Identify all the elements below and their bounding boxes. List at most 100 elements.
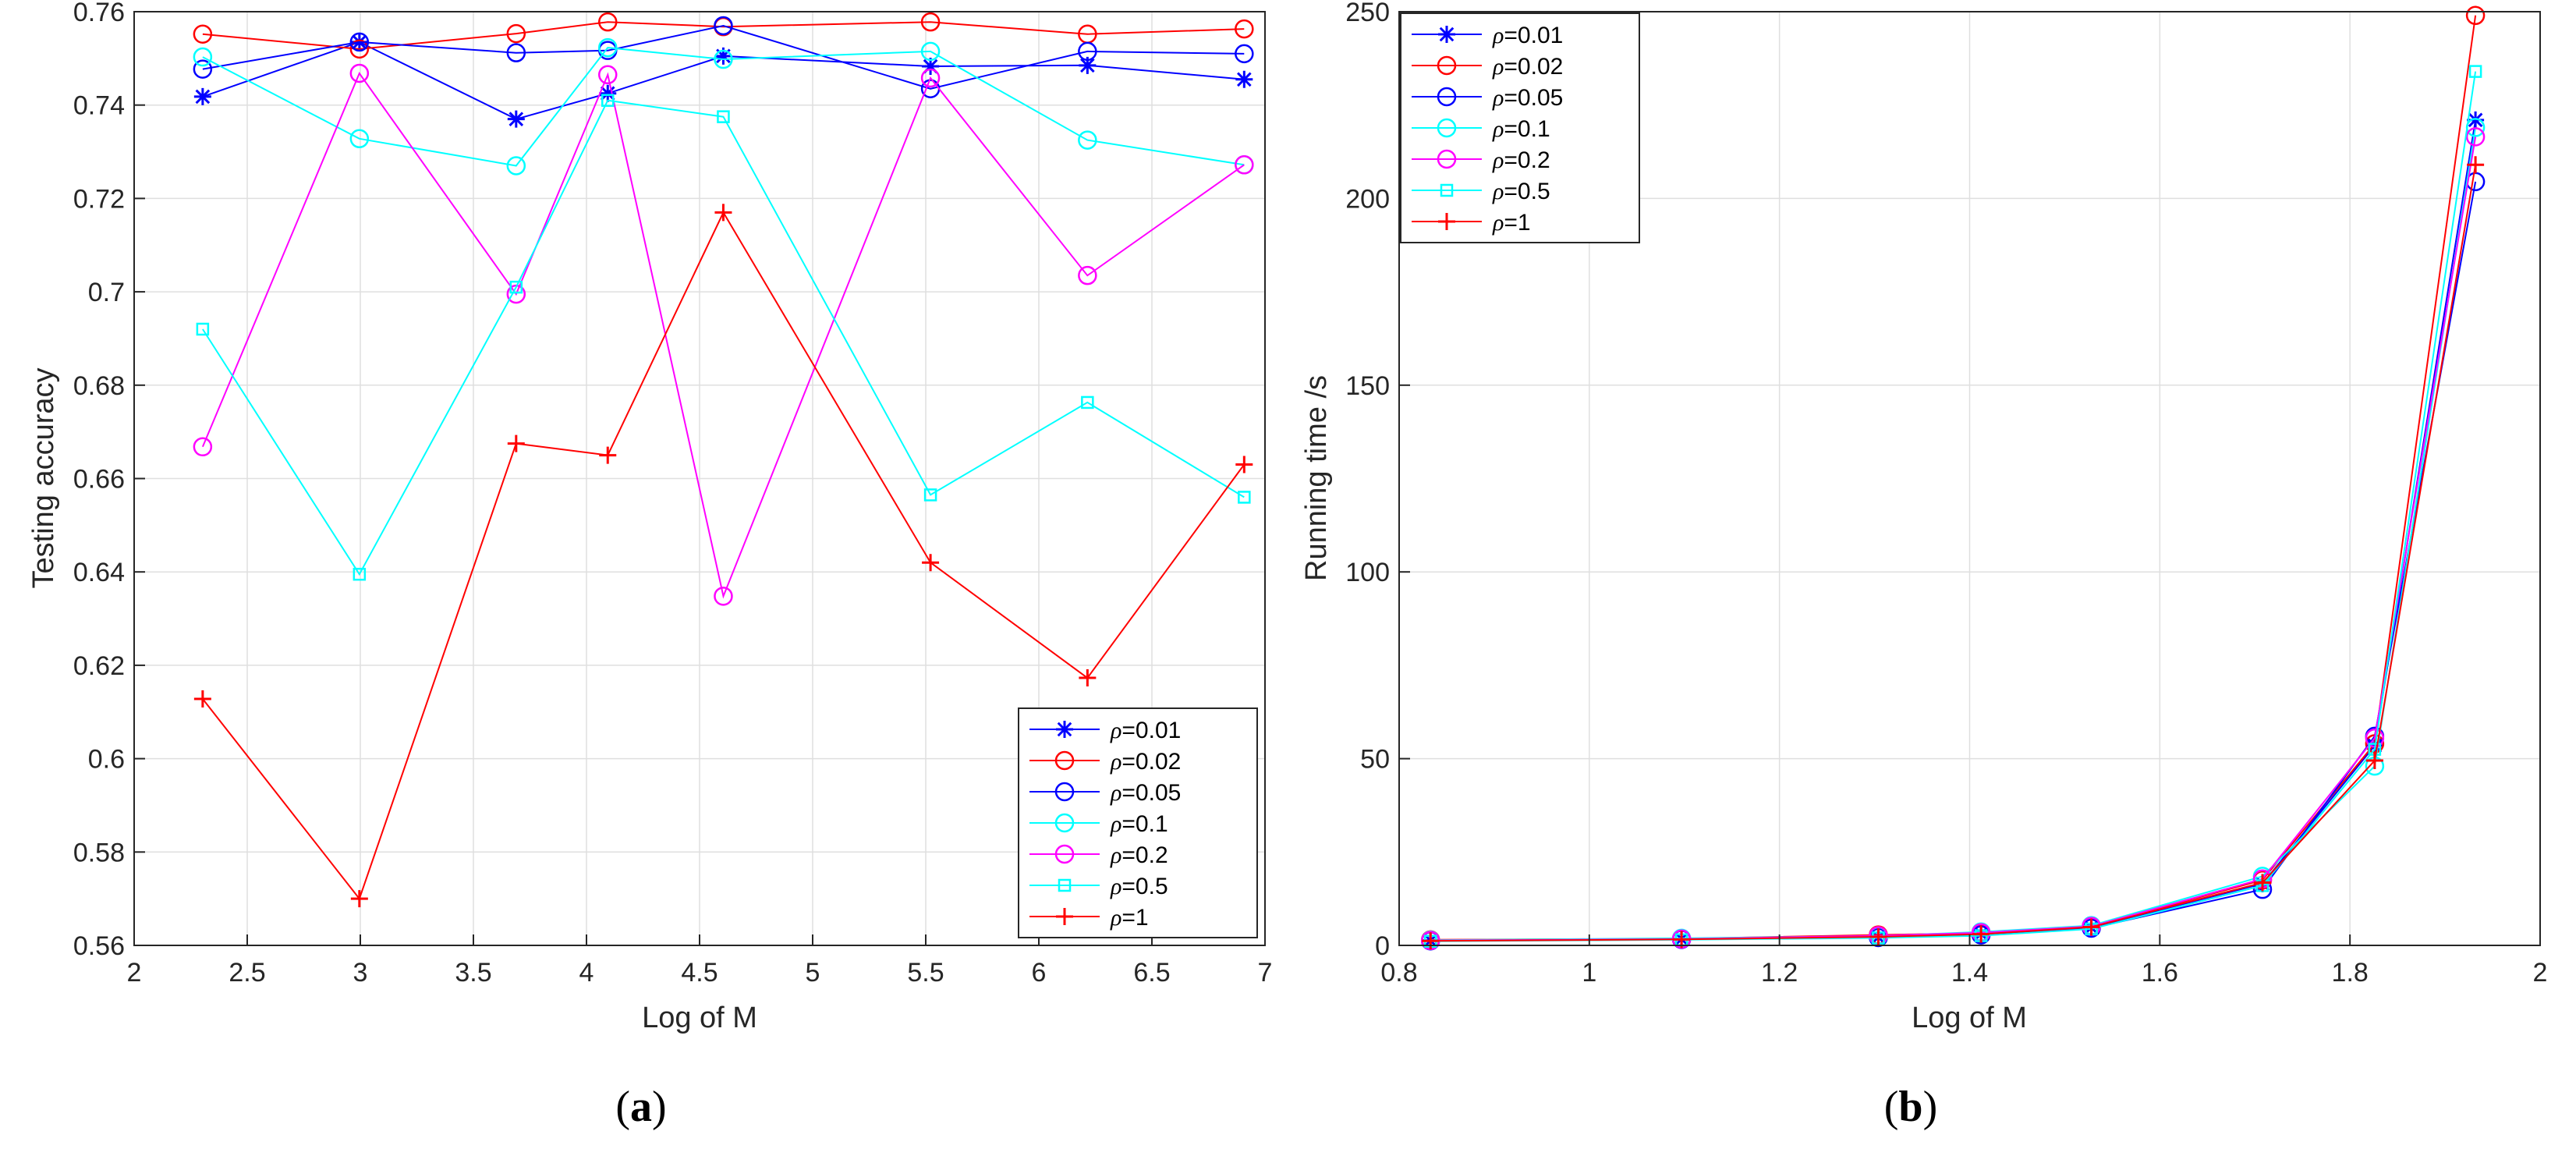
runtime-y-tick-label: 150: [1345, 371, 1390, 401]
accuracy-x-tick-label: 3.5: [455, 958, 491, 988]
accuracy-data-point: [1079, 56, 1097, 74]
accuracy-data-point: [598, 12, 618, 32]
runtime-data-point: [2082, 918, 2100, 936]
runtime-ticks: 0.8 1 1.2 1.4 1.6 1.8 2 0 50 100 150 200 250: [1345, 0, 2547, 988]
accuracy-data-point: [599, 84, 617, 102]
accuracy-data-point: [714, 47, 732, 65]
accuracy-y-tick-label: 0.62: [73, 651, 125, 681]
accuracy-data-point: [717, 110, 730, 123]
runtime-legend-item: ρ=0.2: [1412, 147, 1550, 173]
accuracy-data-point: [1235, 70, 1253, 88]
runtime-legend-label: ρ=0.05: [1492, 85, 1563, 111]
runtime-data-point: [2467, 156, 2485, 174]
accuracy-data-point: [1235, 44, 1254, 64]
runtime-y-tick-label: 100: [1345, 558, 1390, 587]
accuracy-y-tick-label: 0.66: [73, 465, 125, 495]
accuracy-data-point: [598, 37, 618, 58]
accuracy-data-point: [1078, 265, 1097, 285]
runtime-x-tick-label: 0.8: [1380, 958, 1417, 988]
accuracy-data-point: [193, 47, 213, 67]
accuracy-legend-item: ρ=0.2: [1029, 842, 1168, 868]
accuracy-data-point: [1078, 130, 1097, 150]
accuracy-chart: 2 2.5 3 3.5 4 4.5 5 5.5 6 6.5 7 0.56 0.58 0.6 0.62 0.64…: [27, 0, 1272, 1131]
accuracy-data-point: [193, 87, 211, 105]
accuracy-legend-item: ρ=0.01: [1029, 718, 1181, 743]
accuracy-x-tick-label: 7: [1258, 958, 1273, 988]
accuracy-legend-item: ρ=0.1: [1029, 811, 1168, 837]
panel-label-a: (a): [615, 1083, 666, 1131]
accuracy-data-point: [349, 129, 370, 149]
runtime-legend: ρ=0.01 ρ=0.02 ρ=0.05 ρ=0.1 ρ=0.2 ρ=0.5 ρ=1: [1400, 12, 1640, 243]
runtime-legend-marker: [1437, 118, 1457, 138]
accuracy-data-point: [509, 280, 523, 294]
runtime-data-point: [1422, 932, 1440, 950]
runtime-legend-label: ρ=0.1: [1492, 116, 1550, 142]
accuracy-data-point: [193, 59, 213, 79]
accuracy-data-point: [507, 434, 525, 452]
accuracy-x-axis-label: Log of M: [642, 1002, 757, 1034]
runtime-y-tick-label: 250: [1345, 0, 1390, 27]
accuracy-data-point: [506, 23, 526, 44]
accuracy-y-tick-label: 0.7: [88, 278, 125, 307]
accuracy-x-tick-label: 6.5: [1133, 958, 1170, 988]
accuracy-y-tick-label: 0.58: [73, 838, 125, 867]
accuracy-series-line: [202, 211, 1245, 901]
accuracy-data-point: [599, 446, 617, 464]
runtime-x-tick-label: 1.2: [1761, 958, 1798, 988]
accuracy-legend-item: ρ=0.02: [1029, 749, 1181, 775]
accuracy-data-point: [506, 156, 526, 176]
runtime-data-point: [2465, 127, 2486, 147]
runtime-legend-marker: [1440, 183, 1454, 197]
accuracy-data-point: [1238, 491, 1251, 504]
accuracy-data-point: [922, 554, 940, 572]
runtime-x-tick-label: 1: [1582, 958, 1596, 988]
panel-label-b: (b): [1884, 1083, 1937, 1131]
accuracy-legend-box: [1018, 707, 1258, 938]
accuracy-ticks: 2 2.5 3 3.5 4 4.5 5 5.5 6 6.5 7 0.56 0.58 0.6 0.62 0.64…: [73, 0, 1273, 988]
accuracy-y-tick-label: 0.68: [73, 371, 125, 401]
runtime-legend-item: ρ=1: [1412, 210, 1531, 236]
accuracy-legend-item: ρ=0.05: [1029, 780, 1181, 806]
runtime-legend-item: ρ=0.5: [1412, 179, 1550, 204]
runtime-data-point: [2465, 5, 2486, 26]
runtime-legend-label: ρ=0.01: [1492, 23, 1563, 48]
accuracy-x-tick-label: 2.5: [229, 958, 265, 988]
accuracy-y-tick-label: 0.74: [73, 91, 125, 121]
runtime-y-tick-label: 200: [1345, 184, 1390, 214]
runtime-legend-item: ρ=0.02: [1412, 54, 1563, 80]
accuracy-data-point: [1235, 155, 1254, 175]
runtime-series: [1420, 5, 2486, 951]
runtime-chart: 0.8 1 1.2 1.4 1.6 1.8 2 0 50 100 150 200 250 Log of …: [1300, 0, 2547, 1131]
runtime-data-point: [2467, 111, 2485, 129]
accuracy-x-tick-label: 2: [127, 958, 142, 988]
accuracy-x-tick-label: 5: [806, 958, 820, 988]
accuracy-data-point: [193, 24, 213, 44]
accuracy-data-point: [1078, 41, 1097, 62]
runtime-legend-label: ρ=0.02: [1492, 54, 1563, 80]
runtime-legend-marker: [1437, 55, 1457, 76]
accuracy-legend-label: ρ=0.1: [1110, 811, 1168, 837]
accuracy-data-point: [714, 587, 733, 606]
accuracy-legend-marker: [1054, 782, 1075, 802]
runtime-data-point: [2365, 751, 2383, 769]
accuracy-data-point: [349, 39, 370, 59]
runtime-data-point: [2254, 874, 2271, 892]
accuracy-x-tick-label: 4: [579, 958, 594, 988]
accuracy-data-point: [1081, 395, 1094, 410]
accuracy-data-point: [506, 43, 526, 62]
accuracy-series-line: [202, 99, 1245, 576]
runtime-legend-item: ρ=0.1: [1412, 116, 1550, 142]
runtime-series-line: [1430, 165, 2477, 942]
accuracy-y-axis-label: Testing accuracy: [27, 367, 60, 588]
accuracy-legend-label: ρ=0.2: [1110, 842, 1168, 868]
accuracy-legend-item: ρ=1: [1029, 905, 1149, 931]
accuracy-data-point: [353, 567, 367, 581]
accuracy-data-point: [714, 16, 733, 36]
accuracy-series-6: [193, 204, 1253, 908]
runtime-legend-item: ρ=0.01: [1412, 23, 1563, 48]
accuracy-legend-label: ρ=1: [1110, 905, 1149, 931]
runtime-x-tick-label: 1.8: [2332, 958, 2369, 988]
accuracy-data-point: [1235, 19, 1254, 39]
accuracy-data-point: [922, 58, 940, 76]
runtime-legend-marker: [1438, 26, 1455, 43]
